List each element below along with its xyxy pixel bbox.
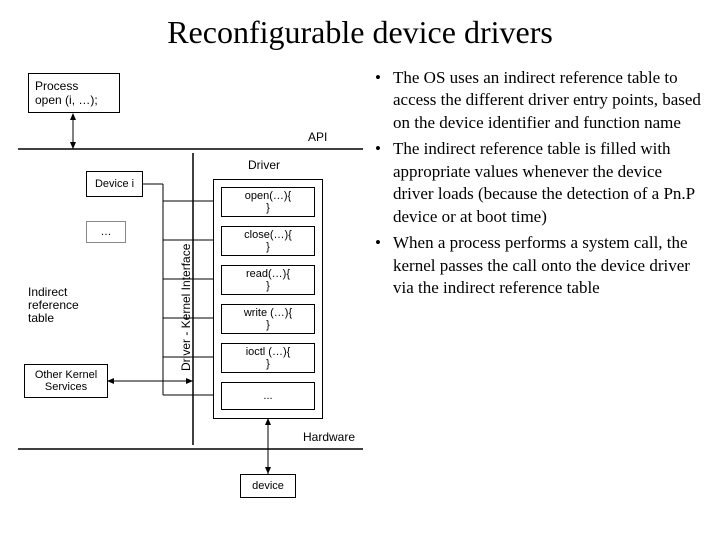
- bullet-item: • The indirect reference table is filled…: [373, 138, 702, 228]
- driver-func-read: read(…){ }: [221, 265, 315, 295]
- driver-heading-label: Driver: [248, 159, 280, 172]
- content-row: Process open (i, …); API Device i … Driv…: [0, 61, 720, 521]
- hardware-label: Hardware: [303, 431, 355, 444]
- diagram-column: Process open (i, …); API Device i … Driv…: [18, 61, 363, 521]
- driver-func-ellipsis: ...: [221, 382, 315, 410]
- bullet-text: When a process performs a system call, t…: [393, 232, 702, 299]
- device-box: device: [240, 474, 296, 498]
- api-label: API: [308, 131, 327, 144]
- driver-func-write: write (…){ }: [221, 304, 315, 334]
- page-title: Reconfigurable device drivers: [0, 0, 720, 61]
- bullet-dot-icon: •: [373, 138, 393, 228]
- device-ellipsis-box: …: [86, 221, 126, 243]
- device-i-box: Device i: [86, 171, 143, 197]
- process-label: Process: [35, 79, 78, 93]
- bullet-dot-icon: •: [373, 67, 393, 134]
- indirect-ref-label: Indirect reference table: [28, 286, 79, 326]
- other-kernel-box: Other Kernel Services: [24, 364, 108, 398]
- bullet-text: The OS uses an indirect reference table …: [393, 67, 702, 134]
- process-box: Process open (i, …);: [28, 73, 120, 113]
- open-call-label: open (i, …);: [35, 93, 98, 107]
- driver-func-ioctl: ioctl (…){ }: [221, 343, 315, 373]
- driver-func-open: open(…){ }: [221, 187, 315, 217]
- text-column: • The OS uses an indirect reference tabl…: [363, 61, 702, 521]
- bullet-dot-icon: •: [373, 232, 393, 299]
- bullet-text: The indirect reference table is filled w…: [393, 138, 702, 228]
- driver-func-close: close(…){ }: [221, 226, 315, 256]
- bullet-item: • When a process performs a system call,…: [373, 232, 702, 299]
- dki-label: Driver - Kernel Interface: [180, 171, 193, 371]
- bullet-item: • The OS uses an indirect reference tabl…: [373, 67, 702, 134]
